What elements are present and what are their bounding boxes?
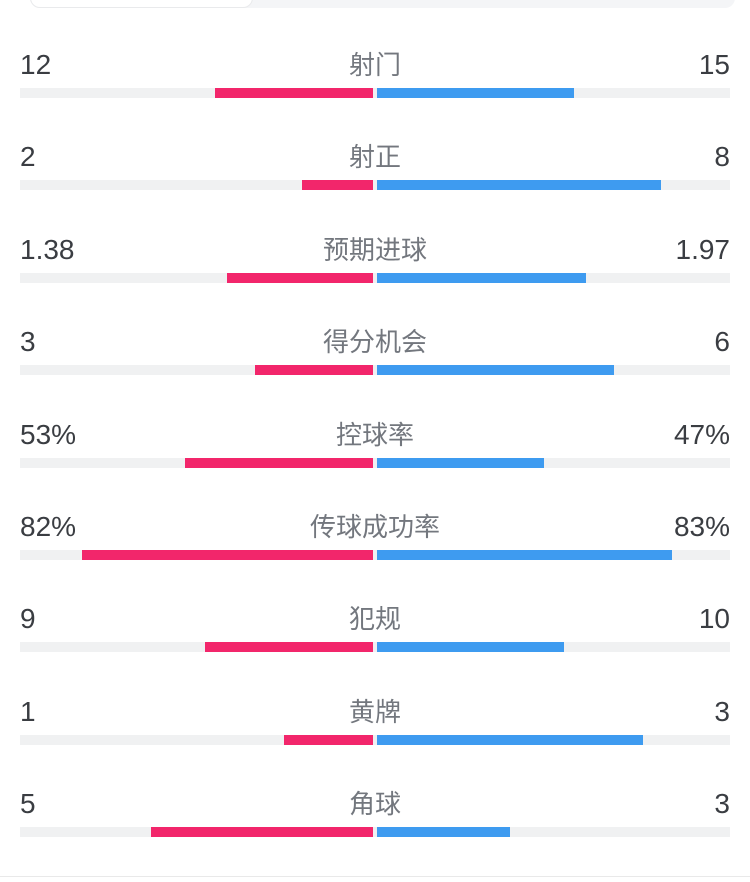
bottom-divider [0, 876, 750, 877]
away-bar [377, 88, 575, 98]
home-bar [81, 549, 373, 560]
stat-row: 1.38 预期进球 1.97 [0, 225, 750, 317]
stat-row: 82% 传球成功率 83% [0, 502, 750, 594]
stat-row: 5 角球 3 [0, 779, 750, 871]
stat-bar-track [20, 734, 730, 745]
stat-row-head: 1.38 预期进球 1.97 [0, 233, 750, 267]
home-bar [302, 180, 373, 191]
away-value: 1.97 [675, 233, 731, 265]
stat-row-head: 53% 控球率 47% [0, 418, 750, 452]
stat-row-head: 9 犯规 10 [0, 602, 750, 636]
away-value: 15 [698, 49, 730, 80]
stat-label: 得分机会 [322, 327, 427, 358]
stat-label: 黄牌 [348, 696, 401, 727]
home-value: 82% [20, 510, 77, 542]
stat-row: 2 射正 8 [0, 132, 750, 224]
stat-bar-track [20, 88, 730, 98]
stat-label: 控球率 [335, 419, 414, 450]
home-value: 1 [20, 695, 36, 727]
match-stats-list: 12 射门 15 2 射正 8 1.38 预期进球 1.97 [0, 40, 750, 872]
stat-row: 53% 控球率 47% [0, 410, 750, 502]
home-value: 1.38 [20, 233, 75, 265]
stat-row-head: 82% 传球成功率 83% [0, 510, 750, 544]
stat-label: 预期进球 [322, 234, 427, 265]
home-bar [254, 365, 373, 376]
top-tab-selected[interactable] [30, 0, 253, 8]
stat-row-head: 12 射门 15 [0, 48, 750, 82]
home-bar [151, 827, 373, 838]
away-value: 8 [714, 141, 730, 173]
home-value: 3 [20, 326, 36, 358]
away-value: 3 [714, 695, 730, 727]
stat-row-head: 1 黄牌 3 [0, 695, 750, 729]
away-bar [377, 642, 564, 653]
stat-row: 1 黄牌 3 [0, 687, 750, 779]
away-bar [377, 549, 672, 560]
stat-label: 射正 [348, 142, 401, 173]
away-bar [377, 734, 644, 745]
stat-bar-track [20, 549, 730, 560]
stat-label: 射门 [348, 50, 401, 80]
home-value: 9 [20, 603, 36, 635]
stat-label: 犯规 [348, 604, 401, 635]
stat-row-head: 5 角球 3 [0, 787, 750, 821]
stat-bar-track [20, 642, 730, 653]
top-tab-bar[interactable] [30, 0, 735, 8]
home-value: 53% [20, 418, 77, 450]
away-bar [377, 272, 586, 283]
away-value: 83% [673, 510, 730, 542]
away-bar [377, 365, 614, 376]
home-bar [184, 457, 373, 468]
home-bar [204, 642, 373, 653]
away-value: 10 [698, 603, 730, 635]
home-bar [284, 734, 373, 745]
stat-bar-track [20, 180, 730, 191]
home-bar [226, 272, 373, 283]
stat-label: 传球成功率 [309, 511, 440, 542]
stat-row-head: 3 得分机会 6 [0, 325, 750, 359]
stat-row: 9 犯规 10 [0, 594, 750, 686]
away-bar [377, 180, 661, 191]
away-value: 47% [673, 418, 730, 450]
stat-bar-track [20, 365, 730, 376]
away-value: 3 [714, 788, 730, 820]
stat-bar-track [20, 827, 730, 838]
home-value: 5 [20, 788, 36, 820]
home-value: 12 [20, 49, 52, 80]
home-bar [215, 88, 373, 98]
away-bar [377, 457, 544, 468]
stat-row: 12 射门 15 [0, 40, 750, 132]
stat-row-head: 2 射正 8 [0, 140, 750, 174]
home-value: 2 [20, 141, 36, 173]
stat-bar-track [20, 457, 730, 468]
away-value: 6 [714, 326, 730, 358]
stat-bar-track [20, 272, 730, 283]
stat-row: 3 得分机会 6 [0, 317, 750, 409]
stat-label: 角球 [348, 789, 401, 820]
away-bar [377, 827, 511, 838]
